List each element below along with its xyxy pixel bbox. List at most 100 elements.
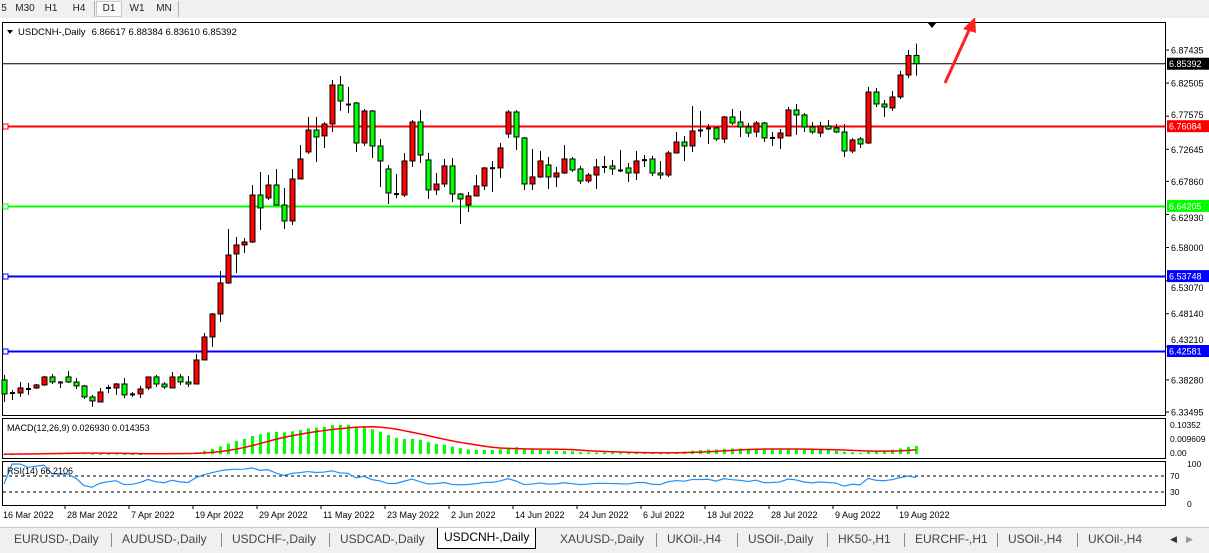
date-label: 18 Jul 2022: [707, 510, 754, 520]
macd-histogram-bar: [619, 452, 622, 455]
candle: [649, 155, 656, 177]
candle: [642, 154, 647, 167]
date-label: 29 Apr 2022: [259, 510, 308, 520]
candle-body: [289, 178, 296, 222]
candle: [585, 172, 592, 183]
macd-histogram-bar: [475, 450, 478, 455]
level-handle[interactable]: [2, 273, 9, 280]
price-tick-label: 6.58000: [1171, 243, 1204, 253]
candle: [401, 152, 408, 197]
candle-body: [130, 393, 135, 396]
scroll-right-icon[interactable]: ▶: [1186, 534, 1193, 544]
tab-ukoil-h4[interactable]: UKOil-,H4: [1088, 532, 1143, 546]
date-label: 28 Jul 2022: [771, 510, 818, 520]
price-tick-label: 6.72645: [1171, 145, 1204, 155]
annotation-arrow-icon[interactable]: [943, 18, 976, 84]
timeframe-d1-button[interactable]: D1: [96, 1, 122, 17]
candle: [217, 270, 224, 322]
tab-usdcnh-daily[interactable]: USDCNH-,Daily: [437, 528, 537, 549]
candle: [770, 131, 775, 147]
candle-body: [825, 125, 832, 130]
candle: [873, 87, 880, 107]
candle: [689, 105, 696, 152]
tab-usoil-h4[interactable]: USOil-,H4: [1008, 532, 1063, 546]
price-tick-label: 6.77575: [1171, 110, 1204, 120]
timeframe-m5-button[interactable]: 5: [1, 3, 7, 14]
level-handle[interactable]: [2, 203, 9, 210]
candle: [457, 192, 464, 224]
macd-histogram-bar: [123, 453, 126, 455]
macd-histogram-bar: [827, 450, 830, 455]
macd-histogram-bar: [387, 434, 390, 455]
candle-body: [618, 169, 623, 172]
chart-shift-marker-icon[interactable]: [927, 22, 937, 28]
candle: [825, 119, 832, 130]
macd-histogram-bar: [307, 428, 310, 455]
chart-tabs-bar: EURUSD-,Daily AUDUSD-,Daily USDCHF-,Daily U…: [0, 527, 1209, 553]
candle-body: [26, 387, 31, 390]
tab-eurusd-daily[interactable]: EURUSD-,Daily: [14, 532, 99, 546]
candle-body: [49, 376, 56, 383]
timeframe-w1-button[interactable]: W1: [129, 3, 145, 14]
candle: [33, 383, 40, 389]
macd-histogram-bar: [555, 451, 558, 455]
candle: [681, 135, 688, 161]
candle-body: [265, 184, 272, 199]
candle-body: [201, 336, 208, 361]
candle-body: [857, 138, 864, 145]
candle: [305, 116, 312, 154]
candle: [26, 382, 31, 395]
candle: [473, 174, 480, 197]
candle-body: [737, 121, 744, 128]
candle-body: [713, 127, 720, 140]
candle: [793, 103, 800, 135]
candle-body: [153, 376, 160, 385]
price-tick-label: 6.43210: [1171, 335, 1204, 345]
tab-hk50-h1[interactable]: HK50-,H1: [838, 532, 891, 546]
candle-body: [665, 152, 672, 176]
price-chart[interactable]: 6.87435 6.82505 6.77575 6.72645 6.67860 6.629…: [0, 18, 1209, 527]
collapse-triangle-icon[interactable]: [7, 30, 13, 34]
level-handle[interactable]: [2, 123, 9, 130]
candle: [706, 123, 711, 144]
macd-histogram-bar: [851, 452, 854, 455]
symbol-label: USDCNH-,Daily: [18, 27, 86, 38]
candle-body: [241, 241, 248, 246]
timeframe-h4-button[interactable]: H4: [72, 3, 86, 14]
candle: [185, 375, 192, 387]
macd-histogram-bar: [131, 454, 134, 456]
candle-body: [409, 121, 416, 162]
candle-body: [449, 165, 456, 195]
candle-body: [481, 167, 488, 187]
tab-eurchf-h1[interactable]: EURCHF-,H1: [915, 532, 988, 546]
timeframe-h1-button[interactable]: H1: [44, 3, 58, 14]
tab-ukoil-h4[interactable]: UKOil-,H4: [667, 532, 722, 546]
tab-usdchf-daily[interactable]: USDCHF-,Daily: [232, 532, 316, 546]
candle-body: [305, 129, 312, 153]
macd-histogram-bar: [843, 451, 846, 455]
scroll-left-icon[interactable]: ◀: [1170, 534, 1177, 544]
candle-body: [337, 84, 344, 102]
candle-body: [233, 244, 240, 255]
macd-histogram-bar: [227, 443, 230, 455]
candle: [521, 136, 528, 190]
tab-xauusd-daily[interactable]: XAUUSD-,Daily: [560, 532, 645, 546]
timeframe-mn-button[interactable]: MN: [156, 3, 172, 14]
macd-histogram-bar: [435, 443, 438, 455]
tab-usdcad-daily[interactable]: USDCAD-,Daily: [340, 532, 425, 546]
timeframe-m30-button[interactable]: M30: [15, 3, 35, 14]
tab-usoil-daily[interactable]: USOil-,Daily: [748, 532, 814, 546]
macd-histogram-bar: [371, 429, 374, 455]
level-handle[interactable]: [2, 348, 9, 355]
candle-body: [137, 388, 144, 395]
candle: [745, 122, 752, 137]
candle-body: [457, 193, 464, 200]
candle: [321, 121, 328, 148]
candle-body: [625, 167, 632, 174]
candle-body: [281, 204, 288, 222]
tab-separator: [221, 533, 222, 547]
candle-body: [1, 379, 8, 395]
level-price-tag-bg: [1167, 270, 1209, 283]
tab-audusd-daily[interactable]: AUDUSD-,Daily: [122, 532, 207, 546]
candle-body: [642, 159, 647, 162]
